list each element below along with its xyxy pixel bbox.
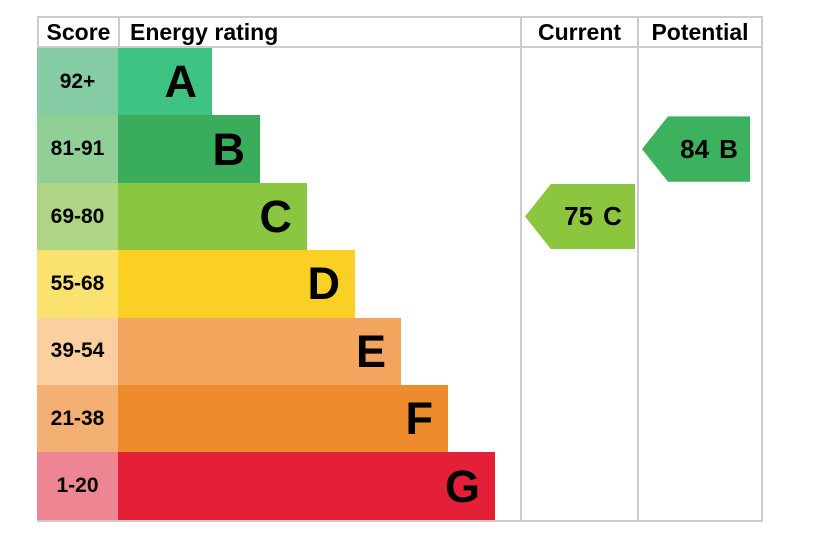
band-bar-e: E <box>118 317 401 386</box>
current-rating-arrow: 75 C <box>525 183 635 250</box>
band-letter-c: C <box>259 191 293 243</box>
band-letter-f: F <box>405 393 434 445</box>
column-header-potential: Potential <box>637 18 763 46</box>
band-row-f: 21-38 F <box>37 385 763 453</box>
band-score-c: 69-80 <box>37 182 118 251</box>
band-score-g: 1-20 <box>37 452 118 520</box>
band-letter-d: D <box>307 258 341 310</box>
table-right-border <box>761 48 763 520</box>
band-row-a: 92+ A <box>37 48 763 116</box>
potential-column-left-border <box>637 48 639 520</box>
band-score-e: 39-54 <box>37 317 118 386</box>
potential-rating-value: 84 <box>680 133 710 164</box>
band-bar-c: C <box>118 182 307 251</box>
band-row-c: 69-80 C <box>37 182 763 251</box>
band-score-a: 92+ <box>37 48 118 116</box>
band-letter-g: G <box>444 460 480 512</box>
band-bar-g: G <box>118 452 495 520</box>
band-row-d: 55-68 D <box>37 250 763 318</box>
band-row-e: 39-54 E <box>37 317 763 386</box>
band-letter-e: E <box>355 325 386 377</box>
potential-rating-letter: B <box>719 133 738 164</box>
column-header-energy-rating: Energy rating <box>118 18 520 46</box>
band-bar-d: D <box>118 250 355 318</box>
band-bar-f: F <box>118 385 448 453</box>
epc-energy-rating-chart: Score Energy rating Current Potential 92… <box>37 16 763 522</box>
band-score-f: 21-38 <box>37 385 118 453</box>
band-bar-b: B <box>118 115 260 183</box>
current-rating-letter: C <box>603 201 622 232</box>
band-row-g: 1-20 G <box>37 452 763 520</box>
epc-header-row: Score Energy rating Current Potential <box>37 16 763 48</box>
band-score-b: 81-91 <box>37 115 118 183</box>
current-rating-value: 75 <box>564 201 594 232</box>
column-header-current: Current <box>520 18 637 46</box>
band-row-b: 81-91 B <box>37 115 763 183</box>
band-letter-b: B <box>212 123 246 175</box>
band-bar-a: A <box>118 48 212 116</box>
current-column-left-border <box>520 48 522 520</box>
column-header-score: Score <box>37 18 118 46</box>
band-score-d: 55-68 <box>37 250 118 318</box>
potential-rating-arrow: 84 B <box>642 116 750 182</box>
epc-body: 92+ A 81-91 B 69-80 C 55-68 D 39-54 <box>37 48 763 522</box>
band-letter-a: A <box>164 56 198 108</box>
